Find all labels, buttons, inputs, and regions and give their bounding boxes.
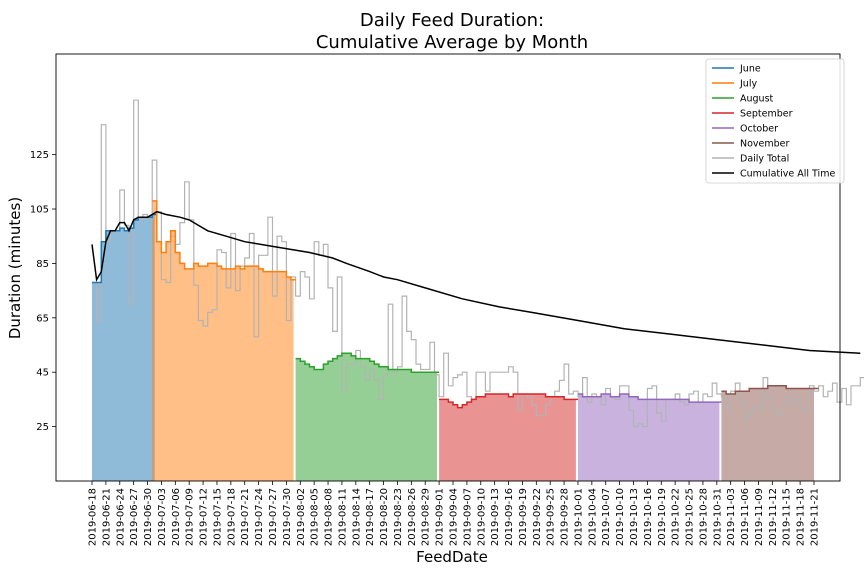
x-tick-label: 2019-06-21 <box>101 488 112 546</box>
x-tick-label: 2019-09-01 <box>435 488 446 546</box>
line-october <box>578 393 722 403</box>
legend: June July August September October November Da… <box>705 58 845 184</box>
x-axis-label: FeedDate <box>416 548 488 566</box>
x-tick-label: 2019-09-28 <box>560 488 571 546</box>
x-tick-label: 2019-07-09 <box>185 488 196 546</box>
y-tick-label: 25 <box>36 422 49 433</box>
line-september <box>439 393 578 409</box>
legend-label-november: November <box>740 139 790 150</box>
x-tick-label: 2019-09-07 <box>462 488 473 546</box>
x-tick-label: 2019-08-17 <box>365 488 376 546</box>
legend-label-daily-total: Daily Total <box>740 154 789 165</box>
line-november <box>721 385 819 395</box>
y-axis: 25 45 65 85 105 125 <box>30 150 56 433</box>
x-tick-label: 2019-10-19 <box>657 488 668 546</box>
x-tick-label: 2019-09-04 <box>449 488 460 546</box>
legend-label-july: July <box>739 79 757 90</box>
y-tick-label: 125 <box>30 150 49 161</box>
x-tick-label: 2019-10-16 <box>643 488 654 546</box>
y-tick-label: 85 <box>36 259 49 270</box>
x-tick-label: 2019-10-04 <box>587 488 598 546</box>
area-june <box>92 214 155 481</box>
x-tick-label: 2019-11-21 <box>810 488 821 546</box>
x-tick-label: 2019-07-15 <box>212 488 223 546</box>
line-august <box>295 352 440 373</box>
x-tick-label: 2019-08-02 <box>296 488 307 546</box>
x-tick-label: 2019-08-20 <box>379 488 390 546</box>
legend-label-june: June <box>739 64 761 75</box>
x-tick-label: 2019-06-30 <box>143 488 154 546</box>
x-tick-label: 2019-09-16 <box>504 488 515 546</box>
x-tick-label: 2019-08-29 <box>421 488 432 546</box>
x-tick-label: 2019-08-23 <box>393 488 404 546</box>
chart-subtitle: Cumulative Average by Month <box>316 32 588 53</box>
x-tick-label: 2019-10-31 <box>712 488 723 546</box>
plot-frame <box>55 53 841 482</box>
x-tick-label: 2019-07-06 <box>171 488 182 546</box>
x-tick-label: 2019-10-01 <box>573 488 584 546</box>
cumulative-series <box>91 210 861 354</box>
x-tick-label: 2019-09-13 <box>490 488 501 546</box>
x-tick-label: 2019-11-09 <box>754 488 765 546</box>
x-tick-label: 2019-10-10 <box>615 488 626 546</box>
legend-box <box>705 58 845 184</box>
legend-label-september: September <box>740 109 793 120</box>
x-tick-label: 2019-10-28 <box>698 488 709 546</box>
area-august <box>295 353 437 481</box>
x-tick-label: 2019-08-14 <box>351 488 362 546</box>
x-tick-label: 2019-07-30 <box>282 488 293 546</box>
x-tick-label: 2019-11-15 <box>782 488 793 546</box>
x-tick-label: 2019-11-03 <box>726 488 737 546</box>
x-tick-label: 2019-10-25 <box>685 488 696 546</box>
x-tick-label: 2019-10-22 <box>671 488 682 546</box>
x-tick-label: 2019-07-03 <box>157 488 168 546</box>
x-tick-label: 2019-07-27 <box>268 488 279 546</box>
legend-label-cumulative-all-time: Cumulative All Time <box>740 169 835 180</box>
x-tick-label: 2019-07-21 <box>240 488 251 546</box>
y-tick-label: 65 <box>36 313 49 324</box>
x-axis: 2019-06-18 2019-06-21 2019-06-24 2019-06-27… <box>88 481 821 546</box>
month-areas <box>92 200 814 481</box>
legend-label-october: October <box>740 124 778 135</box>
x-tick-label: 2019-07-18 <box>226 488 237 546</box>
chart-title: Daily Feed Duration: <box>360 10 544 31</box>
y-tick-label: 45 <box>36 368 49 379</box>
x-tick-label: 2019-09-22 <box>532 488 543 546</box>
x-tick-label: 2019-06-24 <box>115 488 126 546</box>
x-tick-label: 2019-10-13 <box>629 488 640 546</box>
x-tick-label: 2019-09-19 <box>518 488 529 546</box>
cumulative-line <box>91 210 861 354</box>
daily-total-line <box>92 99 864 428</box>
x-tick-label: 2019-11-18 <box>796 488 807 546</box>
x-tick-label: 2019-09-10 <box>476 488 487 546</box>
x-tick-label: 2019-08-11 <box>337 488 348 546</box>
x-tick-label: 2019-11-06 <box>740 488 751 546</box>
x-tick-label: 2019-08-08 <box>324 488 335 546</box>
legend-label-august: August <box>740 94 774 105</box>
y-tick-label: 105 <box>30 205 49 216</box>
y-axis-label: Duration (minutes) <box>6 197 24 339</box>
x-tick-label: 2019-11-12 <box>768 488 779 546</box>
daily-total-series <box>92 99 864 428</box>
x-tick-label: 2019-07-12 <box>199 488 210 546</box>
x-tick-label: 2019-07-24 <box>254 488 265 546</box>
x-tick-label: 2019-06-18 <box>88 488 99 546</box>
x-tick-label: 2019-08-05 <box>310 488 321 546</box>
line-july <box>152 200 296 281</box>
x-tick-label: 2019-10-07 <box>601 488 612 546</box>
x-tick-label: 2019-09-25 <box>546 488 557 546</box>
x-tick-label: 2019-06-27 <box>129 488 140 546</box>
x-tick-label: 2019-08-26 <box>407 488 418 546</box>
area-october <box>578 394 720 481</box>
